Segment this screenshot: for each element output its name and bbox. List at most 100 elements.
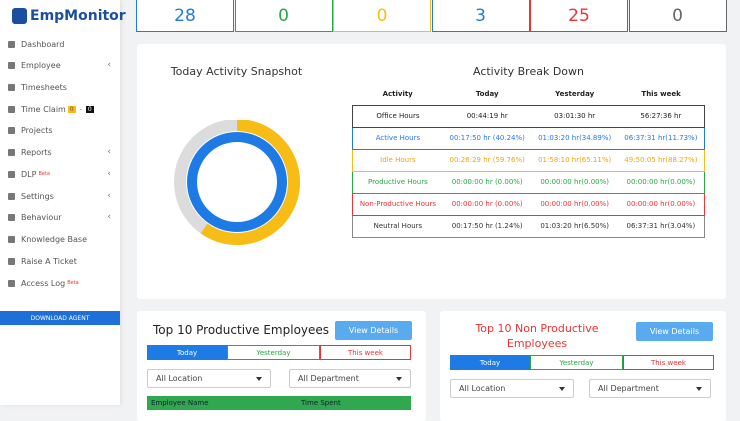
nav-arrow: ‹ [107,147,111,157]
beta-tag: Beta [67,280,79,286]
breakdown-cell: 01:03:20 hr(34.89%) [538,134,612,142]
nav-item[interactable]: Projects [0,120,120,140]
nav-icon [8,257,15,265]
nav-label: Settings [21,191,54,201]
column-header: Employee Name [151,399,209,407]
stat-box: 3 [431,0,530,32]
breakdown-row: Productive Hours 00:00:00 hr (0.00%) 00:00… [352,171,705,193]
nav-arrow: ‹ [107,191,111,201]
claim-badge: - [79,105,82,113]
nav-item[interactable]: Reports ‹ [0,142,120,162]
header-cell: Activity [382,90,413,99]
nav-label: Time Claim [21,104,66,114]
nav-item[interactable]: Time Claim 0-0 [0,99,120,119]
active-ring [187,132,287,232]
nav-icon [8,279,15,287]
breakdown-row: Neutral Hours 00:17:50 hr (1.24%) 01:03:20… [352,215,705,237]
nav-label: Reports [21,147,52,157]
button-label: View Details [348,326,399,335]
nav-icon [8,126,15,134]
filter-select[interactable]: All Location [450,379,574,398]
nav-label: Timesheets [21,82,67,92]
nav-arrow: ‹ [107,169,111,179]
breakdown-cell: 00:00:00 hr(0.00%) [540,178,609,186]
nav-item[interactable]: DLP Beta ‹ [0,164,120,184]
download-label: DOWNLOAD AGENT [30,314,90,322]
activity-card: Today Activity Snapshot Activity Break D… [137,44,726,299]
breakdown-cell: Active Hours [375,134,421,142]
view-details-button[interactable]: View Details [636,322,713,341]
breakdown-cell: 56:27:36 hr [640,112,682,120]
nav-item[interactable]: Employee ‹ [0,55,120,75]
nav-arrow: ‹ [107,60,111,70]
nav-label: Projects [21,125,53,135]
nav-item[interactable]: Access Log Beta [0,273,120,293]
breakdown-cell: 00:00:00 hr (0.00%) [451,178,523,186]
nav-item[interactable]: Timesheets [0,77,120,97]
filter-select[interactable]: All Department [589,379,711,398]
snapshot-title: Today Activity Snapshot [170,65,303,78]
nav-label: DLP [21,169,37,179]
breakdown-cell: 01:58:10 hr(65.11%) [538,156,612,164]
download-button[interactable]: DOWNLOAD AGENT [0,311,120,325]
breakdown-cell: 00:00:00 hr(0.00%) [626,178,696,186]
employees-panel: Top 10 Productive Employees View Details T… [137,311,426,421]
nav-item[interactable]: Dashboard [0,34,120,54]
stat-box: 0 [234,0,333,32]
nav-label: Employee [21,60,61,70]
period-tab[interactable]: Yesterday [530,355,623,370]
breakdown-cell: 00:26:29 hr (59.76%) [449,156,525,164]
logo: EmpMonitor [30,8,126,24]
breakdown-cell: 49:50:05 hr(88.27%) [624,156,698,164]
nav-icon [8,105,15,113]
panel-title: Top 10 Productive Employees [153,323,330,337]
stat-box: 25 [530,0,628,32]
nav-label: Knowledge Base [21,234,87,244]
table-header: Employee Name Time Spent [147,396,411,410]
breakdown-row: Idle Hours 00:26:29 hr (59.76%) 01:58:10 h… [352,149,705,171]
nav-item[interactable]: Behaviour ‹ [0,207,120,227]
beta-tag: Beta [38,171,50,177]
breakdown-row: Non-Productive Hours 00:00:00 hr (0.00%) 0… [352,193,705,215]
nav-icon [8,148,15,156]
nav-arrow: ‹ [107,212,111,222]
nav-item[interactable]: Settings ‹ [0,186,120,206]
panel-title: Top 10 Non Productive Employees [475,322,599,350]
period-tab[interactable]: This week [623,355,714,370]
claim-badge: 0 [85,105,94,113]
nav-icon [8,235,15,243]
header-cell: This week [641,90,681,99]
breakdown-cell: Idle Hours [380,156,416,164]
period-tab[interactable]: Today [450,355,530,370]
header-cell: Yesterday [555,90,595,99]
nav-icon [8,170,15,178]
breakdown-cell: 06:37:31 hr(3.04%) [626,222,696,230]
breakdown-cell: 03:01:30 hr [554,112,596,120]
breakdown-cell: Non-Productive Hours [359,200,436,208]
nav-label: Access Log [21,278,66,288]
breakdown-cell: 00:00:00 hr (0.00%) [451,200,523,208]
period-tab[interactable]: Yesterday [227,345,320,360]
column-header: Time Spent [301,399,341,407]
breakdown-cell: 01:03:20 hr(6.50%) [540,222,609,230]
view-details-button[interactable]: View Details [335,321,412,340]
breakdown-cell: Office Hours [376,112,420,120]
filter-select[interactable]: All Location [147,369,271,388]
employees-panel: Top 10 Non Productive Employees View Deta… [440,311,726,421]
stat-box: 0 [628,0,727,32]
nav-label: Dashboard [21,39,65,49]
header-cell: Today [475,90,499,99]
period-tab[interactable]: This week [320,345,411,360]
breakdown-cell: 00:00:00 hr(0.00%) [626,200,696,208]
idle-arc [174,120,300,245]
nav-item[interactable]: Knowledge Base [0,229,120,249]
filter-select[interactable]: All Department [289,369,411,388]
stat-box: 0 [333,0,431,32]
button-label: View Details [649,327,700,336]
nav-icon [8,83,15,91]
nav-item[interactable]: Raise A Ticket [0,251,120,271]
nav-icon [8,40,15,48]
period-tab[interactable]: Today [147,345,227,360]
nav-label: Raise A Ticket [21,256,77,266]
nav-icon [8,192,15,200]
